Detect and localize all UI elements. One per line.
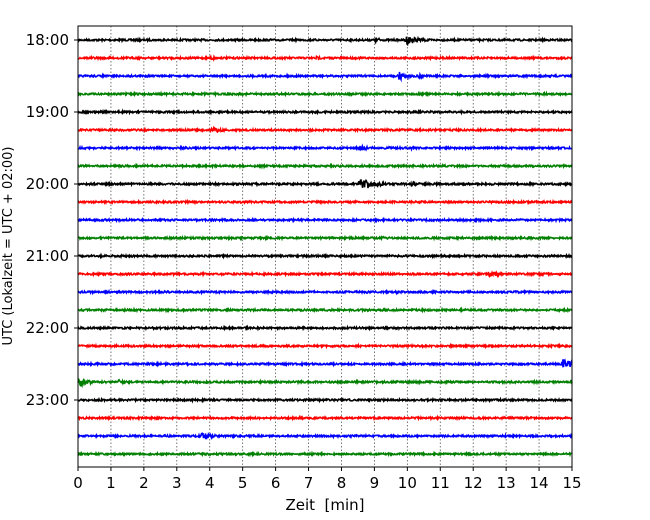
trace-1915 — [77, 125, 573, 134]
trace-2315 — [77, 414, 573, 422]
x-tick-label: 7 — [304, 474, 314, 492]
x-tick-label: 0 — [73, 474, 83, 492]
x-axis-label: Zeit [min] — [285, 496, 364, 514]
trace-2145 — [77, 306, 573, 314]
trace-2130 — [77, 288, 573, 296]
x-tick-label: 9 — [370, 474, 380, 492]
x-tick-label: 8 — [337, 474, 347, 492]
trace-1845 — [77, 90, 573, 98]
x-tick-label: 5 — [238, 474, 248, 492]
traces — [77, 35, 573, 458]
trace-2300 — [77, 396, 573, 404]
trace-2245 — [77, 377, 573, 389]
plot-frame — [77, 25, 573, 468]
grid — [110, 26, 540, 467]
x-tick-label: 2 — [139, 474, 149, 492]
trace-1815 — [77, 54, 573, 62]
trace-2345 — [77, 450, 573, 458]
trace-1830 — [77, 71, 573, 83]
y-tick-label: 23:00 — [26, 391, 69, 409]
trace-1930 — [77, 143, 573, 152]
trace-2015 — [77, 198, 573, 206]
trace-1800 — [77, 35, 573, 47]
x-tick-label: 3 — [172, 474, 182, 492]
trace-2330 — [77, 432, 573, 441]
x-tick-label: 4 — [205, 474, 215, 492]
trace-2100 — [77, 252, 573, 260]
x-axis: 0 1 2 3 4 5 6 7 8 9 10 11 12 13 14 15 — [73, 467, 582, 492]
trace-1945 — [77, 162, 573, 170]
y-tick-label: 20:00 — [26, 175, 69, 193]
x-tick-label: 14 — [530, 474, 549, 492]
y-axis-label: UTC (Lokalzeit = UTC + 02:00) — [1, 147, 16, 346]
x-tick-label: 11 — [431, 474, 450, 492]
x-tick-label: 10 — [398, 474, 417, 492]
x-tick-label: 1 — [106, 474, 116, 492]
x-tick-label: 15 — [562, 474, 581, 492]
trace-2045 — [77, 234, 573, 242]
x-tick-label: 13 — [497, 474, 516, 492]
y-tick-label: 22:00 — [26, 319, 69, 337]
y-axis: 18:00 19:00 20:00 21:00 22:00 23:00 — [26, 31, 78, 409]
trace-2115 — [77, 270, 573, 279]
x-tick-label: 6 — [271, 474, 281, 492]
y-tick-label: 18:00 — [26, 31, 69, 49]
trace-2000 — [77, 178, 573, 189]
trace-1900 — [77, 108, 573, 116]
y-tick-label: 21:00 — [26, 247, 69, 265]
trace-2215 — [77, 342, 573, 350]
trace-2200 — [77, 324, 573, 332]
x-tick-label: 12 — [464, 474, 483, 492]
y-tick-label: 19:00 — [26, 103, 69, 121]
trace-2030 — [77, 216, 573, 224]
trace-2230 — [77, 358, 573, 369]
